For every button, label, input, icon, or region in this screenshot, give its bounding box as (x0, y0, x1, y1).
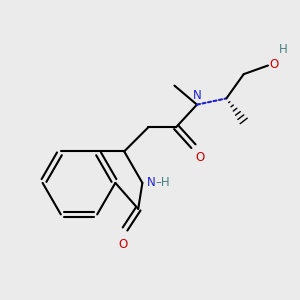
Text: N: N (146, 176, 155, 189)
Text: –H: –H (155, 176, 170, 189)
Text: O: O (195, 152, 205, 164)
Text: O: O (119, 238, 128, 250)
Text: N: N (193, 89, 202, 102)
Text: O: O (269, 58, 279, 70)
Text: H: H (279, 44, 288, 56)
